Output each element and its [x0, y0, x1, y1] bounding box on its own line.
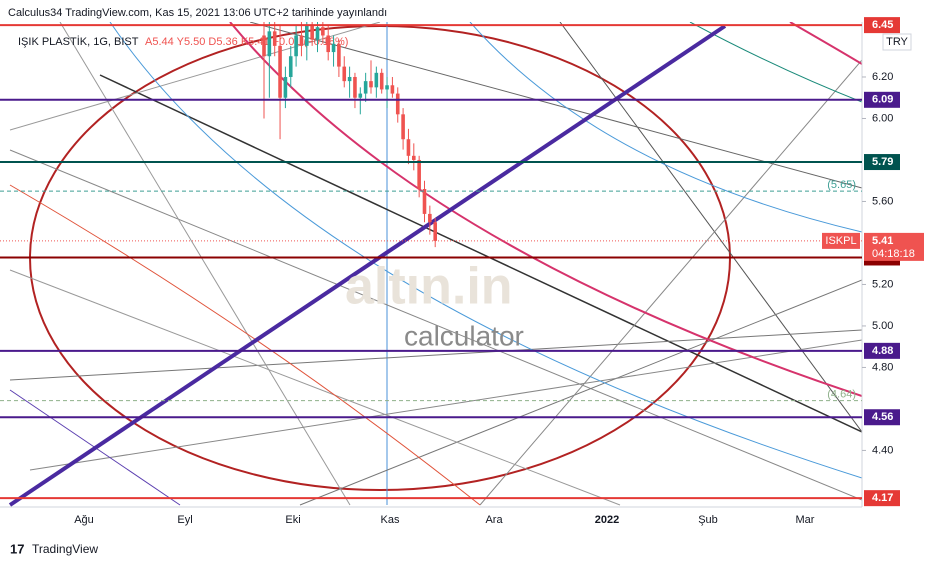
candle-body [299, 35, 304, 46]
x-tick-label: Şub [698, 514, 718, 526]
symbol-label: ISKPL [825, 235, 856, 247]
x-tick-label: Mar [796, 514, 815, 526]
x-tick-label: Ağu [74, 514, 94, 526]
symbol-box [822, 232, 860, 249]
candle-body [294, 35, 298, 57]
watermark-brand: altın.in [345, 258, 513, 316]
candle-body [433, 222, 437, 241]
candle-body [385, 85, 389, 90]
level-label: 4.17 [872, 492, 893, 504]
candle-body [428, 213, 432, 223]
candle-body [379, 72, 384, 90]
candle-body [417, 159, 421, 190]
symbol: IŞIK PLASTİK, 1G, BIST [18, 35, 139, 48]
current-label: 5.41 [872, 235, 893, 247]
y-tick-label: 4.40 [872, 444, 893, 456]
candle-body [406, 139, 411, 156]
candle-body [267, 31, 272, 57]
x-tick-label: Eki [285, 514, 300, 526]
candle-body [374, 72, 379, 88]
tv-logo: 17 [10, 541, 24, 556]
level-box [864, 17, 900, 34]
y-tick-label: 5.60 [872, 195, 893, 207]
candle-body [272, 31, 277, 46]
level-box [864, 490, 900, 507]
x-tick-label: Kas [381, 514, 400, 526]
candle-body [353, 76, 357, 98]
watermark-sub: calculator [404, 320, 524, 351]
candle-body [288, 56, 293, 77]
footer: TradingView [32, 542, 98, 556]
level-label: 4.88 [872, 345, 893, 357]
level-box [864, 409, 900, 426]
y-tick-label: 6.20 [872, 71, 893, 83]
candle-body [262, 35, 266, 57]
candle-body [283, 76, 288, 98]
candle-body [337, 43, 341, 67]
x-tick-label: Ara [485, 514, 503, 526]
level-label: 6.45 [872, 19, 893, 31]
candle-body [422, 189, 427, 214]
level-label: 5.79 [872, 156, 893, 168]
candle-body [331, 43, 336, 53]
candle-body [401, 114, 405, 140]
level-label: (5.65) [827, 179, 856, 191]
y-tick-label: 5.00 [872, 320, 893, 332]
candle-body [278, 45, 282, 98]
candle-body [363, 81, 368, 94]
countdown: 04:18:18 [872, 248, 915, 260]
candle-body [315, 27, 320, 40]
candle-body [358, 93, 363, 98]
level-box [864, 342, 900, 359]
currency: TRY [886, 36, 908, 48]
level-box [864, 91, 900, 108]
candle-body [310, 25, 314, 40]
level-label: 6.09 [872, 94, 893, 106]
publisher: Calculus34 TradingView.com, Kas 15, 2021… [8, 7, 387, 19]
level-box [864, 154, 900, 171]
level-label: (4.64) [827, 389, 856, 401]
candle-body [390, 85, 395, 94]
candle-body [321, 27, 325, 36]
candle-body [369, 81, 373, 88]
plot [0, 22, 862, 500]
candle-body [342, 66, 347, 82]
candle-body [305, 25, 309, 46]
currency-box [882, 33, 912, 51]
candle-body [347, 76, 352, 82]
level-label: 4.56 [872, 411, 893, 423]
candle-body [395, 93, 400, 115]
x-tick-label: 2022 [595, 514, 619, 526]
y-tick-label: 6.00 [872, 112, 893, 124]
x-tick-label: Eyl [177, 514, 192, 526]
y-tick-label: 5.20 [872, 278, 893, 290]
current-box [864, 232, 924, 261]
y-tick-label: 4.80 [872, 361, 893, 373]
candle-body [326, 35, 330, 53]
candle-body [412, 155, 416, 160]
